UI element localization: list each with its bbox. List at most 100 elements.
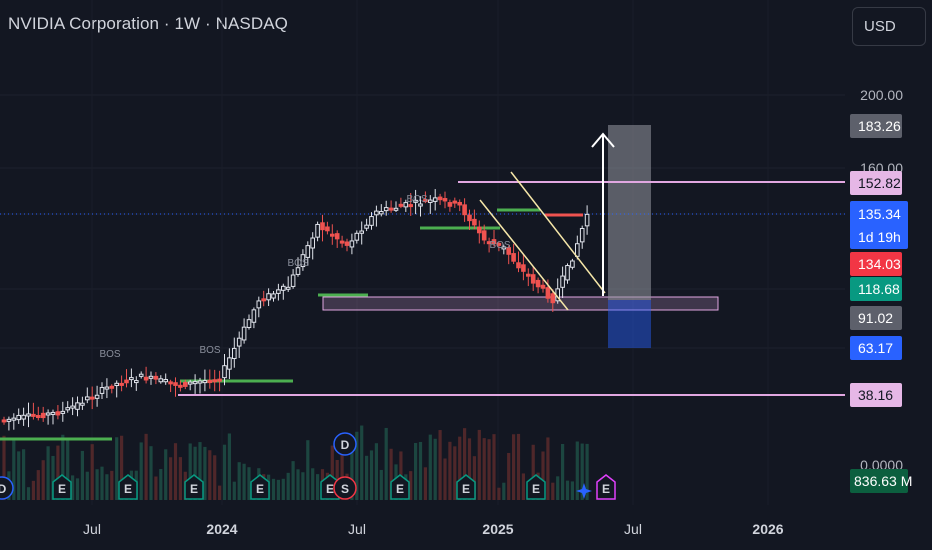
candle [579, 225, 585, 249]
event-letter: E [602, 482, 610, 496]
price-tag-label: 38.16 [858, 387, 893, 403]
price-tag: 91.02 [850, 306, 902, 330]
volume-tag: 836.63 M [850, 469, 912, 493]
candle [418, 196, 423, 217]
candle-body [65, 407, 71, 411]
candle [6, 416, 12, 431]
price-tag-bg [850, 201, 908, 249]
candle [60, 401, 66, 422]
candle [80, 396, 85, 410]
volume-bar [418, 441, 423, 500]
candle-body [207, 379, 213, 384]
candle [207, 369, 213, 389]
candle-body [11, 417, 17, 421]
candle-body [447, 202, 453, 207]
candle [26, 402, 31, 428]
candle-body [256, 300, 262, 309]
volume-bar [389, 448, 393, 500]
candle-body [50, 411, 56, 415]
candle [75, 396, 80, 417]
candle-body [232, 347, 237, 360]
candle [521, 253, 526, 281]
candle [526, 268, 531, 287]
candle [285, 276, 291, 292]
candle-body [109, 385, 115, 389]
candle [94, 385, 100, 407]
volume-bar [467, 438, 472, 500]
target-arrow-head [591, 132, 615, 148]
candle [364, 218, 369, 232]
event-marker-e: E [250, 474, 270, 500]
candle [398, 197, 404, 209]
volume-bar [85, 471, 89, 500]
candle [197, 377, 203, 394]
currency-button[interactable]: USD [852, 7, 926, 46]
volume-bar [100, 466, 104, 500]
candle [344, 238, 350, 252]
volume-bar [222, 444, 227, 500]
candle-body [241, 326, 247, 341]
candle-body [526, 273, 531, 277]
candle [359, 221, 364, 245]
candle [173, 377, 178, 397]
candle [374, 205, 379, 227]
price-tag: 152.82 [850, 171, 902, 195]
candle-body [477, 226, 482, 234]
candle [452, 197, 458, 208]
candle-body [271, 293, 276, 299]
volume-bar [193, 446, 197, 500]
candle [339, 235, 345, 248]
volume-bar [139, 442, 143, 500]
candle-body [428, 199, 433, 203]
volume-bar [218, 485, 222, 500]
volume-bar [360, 425, 364, 500]
candle-body [413, 199, 418, 203]
target-projection-box [608, 125, 651, 300]
candle [403, 199, 409, 212]
candle-body [339, 240, 345, 244]
candle-body [418, 203, 423, 207]
event-marker-d: D [0, 476, 14, 500]
candle [241, 318, 247, 344]
candle-body [89, 396, 95, 400]
event-marker-e: E [526, 474, 546, 500]
volume-bar [507, 452, 511, 500]
candle-body [379, 211, 384, 215]
candle-body [21, 414, 26, 420]
volume-bar [306, 440, 310, 500]
candle-body [457, 201, 462, 206]
price-tag-bg [850, 336, 902, 360]
event-letter: E [326, 482, 334, 496]
candle-body [104, 386, 110, 390]
price-tag: 183.26 [850, 114, 902, 138]
volume-bar [340, 449, 344, 500]
time-axis-tick: Jul [624, 521, 642, 537]
candle-body [570, 260, 575, 268]
candle-body [472, 218, 477, 226]
volume-bar [203, 446, 207, 500]
volume-bar [355, 431, 359, 500]
volume-bar [497, 487, 501, 500]
price-tag-current: 135.34 1d 19h [850, 201, 908, 249]
price-tag-bg [850, 171, 902, 195]
candle-body [187, 381, 193, 385]
candle-body [168, 381, 173, 385]
candle [535, 277, 541, 294]
volume-bar [154, 476, 158, 500]
candle-body [60, 410, 66, 414]
event-marker-s: S [333, 476, 357, 500]
volume-bar [384, 427, 388, 500]
candle [21, 407, 26, 426]
candle-body [452, 200, 458, 204]
volume-bar [296, 469, 300, 500]
volume-bar [477, 429, 481, 500]
candle [227, 348, 232, 379]
candle [545, 279, 551, 303]
candle [486, 237, 492, 253]
volume-bar [350, 444, 354, 500]
volume-bar [443, 458, 447, 500]
price-tag-bg [850, 306, 902, 330]
candle [393, 201, 399, 212]
volume-bar [487, 439, 491, 500]
